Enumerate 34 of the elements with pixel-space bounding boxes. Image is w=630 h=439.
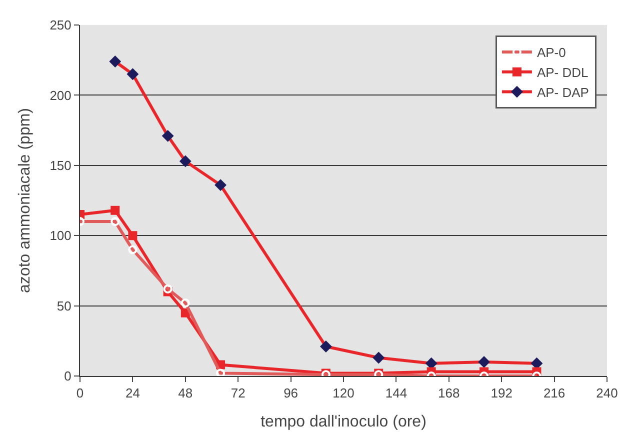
x-tick-label: 96 — [284, 386, 298, 401]
y-tick-label: 200 — [50, 88, 72, 103]
point — [478, 356, 490, 368]
point — [531, 358, 542, 369]
point — [162, 130, 174, 142]
x-tick-label: 192 — [490, 386, 512, 401]
point — [214, 180, 226, 191]
x-tick-label: 0 — [76, 386, 84, 401]
x-tick-label: 168 — [438, 386, 460, 401]
y-tick-label: 150 — [50, 158, 72, 173]
x-tick-label: 48 — [178, 386, 193, 401]
point — [110, 206, 120, 215]
x-tick-label: 216 — [543, 386, 566, 401]
legend-label: AP- DDL — [536, 64, 588, 80]
point — [128, 231, 138, 240]
y-tick-label: 50 — [56, 298, 72, 314]
point — [110, 56, 121, 68]
y-tick-label: 100 — [50, 228, 72, 244]
x-tick-label: 72 — [230, 386, 246, 401]
x-tick-label: 24 — [125, 386, 140, 401]
x-tick-label: 240 — [596, 386, 618, 401]
point — [127, 68, 138, 80]
point — [373, 352, 384, 364]
legend-label: AP- DAP — [536, 84, 589, 100]
point — [426, 358, 437, 369]
y-tick-label: 0 — [64, 368, 72, 384]
x-tick-label: 120 — [332, 386, 354, 401]
x-tick-label: 144 — [385, 386, 408, 401]
point — [320, 340, 332, 352]
point — [180, 156, 191, 167]
x-axis-title: tempo dall'inoculo (ore) — [260, 413, 426, 430]
legend-label: AP-0 — [536, 45, 566, 60]
y-tick-label: 250 — [50, 18, 72, 33]
y-axis-title: azoto ammoniacale (ppm) — [16, 108, 34, 293]
